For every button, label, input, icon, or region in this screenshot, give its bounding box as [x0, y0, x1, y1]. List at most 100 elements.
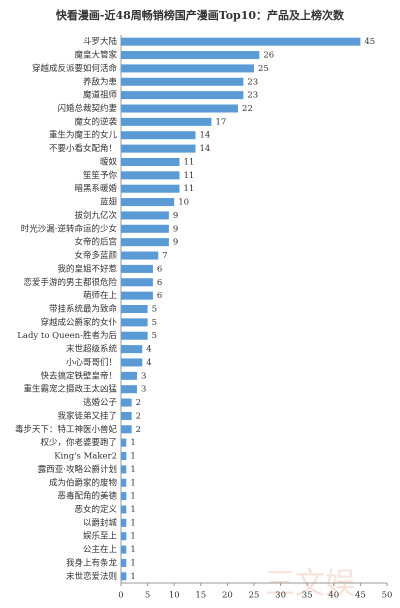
- y-tick-label: 快去搞定铁壁皇帝！: [40, 370, 117, 381]
- bar: [121, 465, 127, 474]
- y-tick-label: 穿越成反派要如何活命: [32, 63, 118, 74]
- bar: [121, 91, 244, 100]
- value-label: 1: [130, 518, 135, 528]
- y-tick-label: 我家徒弟又挂了: [57, 410, 117, 421]
- bar: [121, 291, 153, 300]
- bar: [121, 278, 153, 287]
- y-tick-label: 露西亚·攻略公爵计划: [38, 464, 117, 475]
- bar: [121, 438, 127, 447]
- value-label: 1: [130, 492, 135, 502]
- x-tick-label: 5: [145, 591, 150, 601]
- value-label: 3: [141, 371, 146, 381]
- y-tick-label: 小心哥哥们！: [66, 357, 117, 368]
- y-tick-label: 暧奴: [100, 156, 118, 167]
- y-tick-label: 末世恋爱法则: [66, 571, 117, 582]
- value-label: 17: [215, 117, 226, 127]
- y-tick-label: 逃婚公子: [83, 397, 118, 408]
- value-label: 11: [184, 184, 195, 194]
- value-label: 9: [173, 238, 178, 248]
- y-tick-label: 重生为魔王的女儿: [49, 130, 118, 141]
- bar: [121, 318, 148, 327]
- bar: [121, 144, 196, 153]
- bar: [121, 358, 143, 367]
- value-label: 4: [146, 358, 151, 368]
- bar: [121, 345, 143, 354]
- y-tick-label: 恋爱手游的男主都很危险: [23, 277, 117, 288]
- value-label: 11: [184, 157, 195, 167]
- bar: [121, 558, 127, 567]
- value-label: 2: [136, 425, 141, 435]
- value-label: 23: [247, 91, 258, 101]
- value-label: 1: [130, 545, 135, 555]
- y-tick-label: 笙笙予你: [83, 170, 118, 181]
- y-tick-label: 我身上有条龙: [66, 557, 118, 568]
- y-tick-label: 不要小看女配角！: [49, 143, 117, 154]
- value-label: 6: [157, 291, 162, 301]
- y-tick-label: 时光沙漏·逆转命运的少女: [21, 223, 118, 234]
- y-tick-label: 末世超级系统: [66, 344, 118, 355]
- x-tick-label: 20: [222, 591, 233, 601]
- y-tick-label: 女帝的后宫: [74, 237, 117, 248]
- value-label: 1: [130, 532, 135, 542]
- y-tick-label: 魔皇大管家: [74, 50, 117, 61]
- bar: [121, 492, 127, 501]
- y-tick-label: 以爵封城: [83, 517, 118, 528]
- value-label: 6: [157, 278, 162, 288]
- x-tick-label: 45: [355, 591, 366, 601]
- value-label: 45: [364, 37, 375, 47]
- y-tick-label: 萌师在上: [83, 290, 118, 301]
- y-tick-label: 穿越成公爵家的女仆: [40, 317, 117, 328]
- x-tick-label: 10: [169, 591, 180, 601]
- bar: [121, 385, 137, 394]
- value-label: 14: [199, 131, 210, 141]
- value-label: 7: [162, 251, 167, 261]
- value-label: 11: [184, 171, 195, 181]
- value-label: 2: [136, 411, 141, 421]
- x-tick-label: 50: [382, 591, 393, 601]
- bar: [121, 331, 148, 340]
- bar: [121, 238, 169, 247]
- y-tick-label: 重生霸宠之摄政王太凶猛: [23, 384, 117, 395]
- value-label: 6: [157, 264, 162, 274]
- bar: [121, 505, 127, 514]
- x-tick-label: 40: [328, 591, 339, 601]
- y-tick-label: 公主在上: [83, 544, 118, 555]
- watermark: 三文娱: [265, 567, 355, 602]
- value-label: 22: [242, 104, 253, 114]
- bar: [121, 157, 180, 166]
- bar: [121, 211, 169, 220]
- value-label: 23: [247, 77, 258, 87]
- y-tick-label: 斗罗大陆: [83, 36, 118, 47]
- y-tick-label: 魔道祖师: [83, 90, 118, 101]
- bar: [121, 518, 127, 527]
- bar: [121, 411, 132, 420]
- value-label: 9: [173, 211, 178, 221]
- bar: [121, 251, 159, 260]
- value-label: 1: [130, 572, 135, 582]
- value-label: 25: [258, 64, 269, 74]
- y-tick-label: King's Maker2: [54, 452, 117, 462]
- bar: [121, 224, 169, 233]
- value-label: 14: [199, 144, 210, 154]
- x-tick-label: 25: [249, 591, 260, 601]
- bar: [121, 452, 127, 461]
- value-label: 26: [263, 51, 274, 61]
- bar: [121, 371, 137, 380]
- y-tick-label: 带挂系统最为致命: [49, 304, 118, 315]
- value-label: 5: [152, 305, 157, 315]
- bar: [121, 398, 132, 407]
- value-label: 1: [130, 452, 135, 462]
- bar: [121, 77, 244, 86]
- x-tick-label: 15: [195, 591, 206, 601]
- value-label: 3: [141, 385, 146, 395]
- x-tick-label: 35: [302, 591, 313, 601]
- value-label: 1: [130, 478, 135, 488]
- bar: [121, 51, 260, 60]
- x-tick-label: 30: [275, 591, 286, 601]
- bar: [121, 304, 148, 314]
- bar: [121, 117, 212, 126]
- y-tick-label: 我的皇姐不好惹: [57, 263, 117, 274]
- y-tick-label: 养敌为患: [83, 76, 118, 87]
- y-tick-label: 闪婚总裁契约妻: [57, 103, 117, 114]
